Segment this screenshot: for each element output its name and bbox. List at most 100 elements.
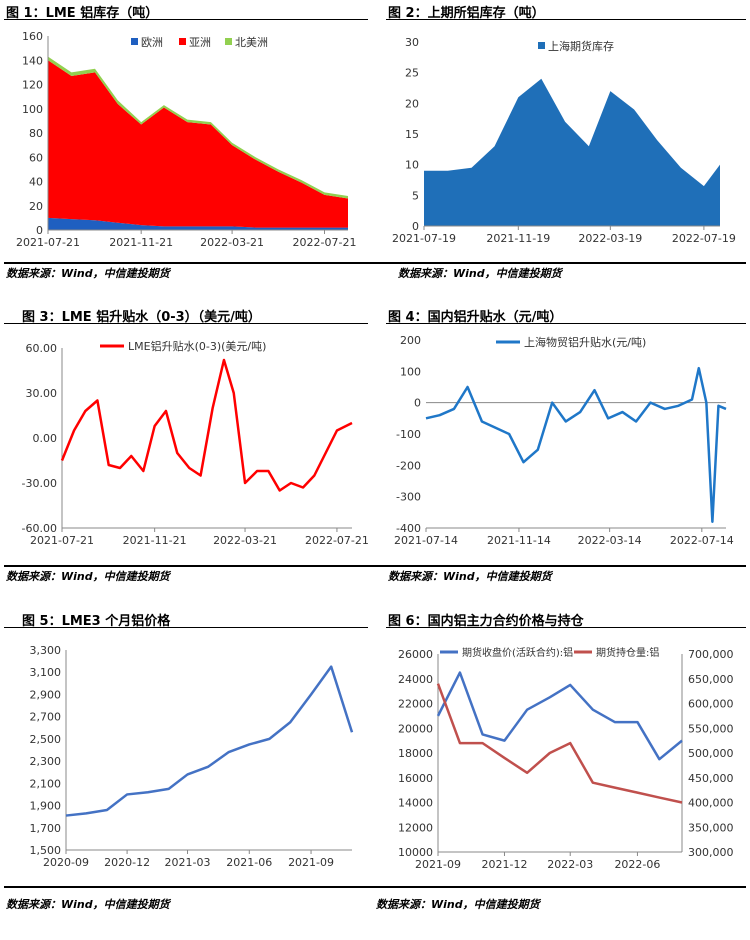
y-tick-label: 40	[29, 176, 43, 189]
x-tick-label: 2021-07-21	[16, 236, 80, 249]
legend-label: 亚洲	[189, 36, 211, 49]
x-tick-label: 2022-03-19	[578, 232, 642, 245]
x-tick-label: 2022-03	[547, 858, 593, 871]
y-tick-label: 2,100	[30, 777, 62, 790]
y2-tick-label: 350,000	[688, 821, 734, 834]
line-series-0	[436, 671, 683, 761]
area-series-0	[424, 78, 720, 226]
fig1-title-rule	[4, 19, 368, 20]
x-tick-label: 2022-07-14	[670, 534, 734, 547]
y-tick-label: -60.00	[22, 522, 57, 535]
y2-tick-label: 300,000	[688, 846, 734, 859]
fig4-title: 图 4：国内铝升贴水（元/吨）	[388, 310, 563, 325]
y-tick-label: 14000	[398, 797, 433, 810]
row1-source-rule	[4, 262, 746, 264]
y-tick-label: 20000	[398, 722, 433, 735]
y2-tick-label: 450,000	[688, 772, 734, 785]
row2-source-rule	[4, 565, 746, 567]
fig3-title: 图 3：LME 铝升贴水（0-3）（美元/吨）	[22, 310, 261, 325]
fig6-source: 数据来源：Wind，中信建投期货	[376, 898, 540, 911]
fig3-source: 数据来源：Wind，中信建投期货	[6, 570, 170, 583]
fig4-title-rule	[386, 323, 746, 324]
x-tick-label: 2021-07-19	[392, 232, 456, 245]
chart-lme-spread: -60.00 -30.00 0.00 30.00 60.00 2021-07-21 2021…	[22, 339, 368, 547]
chart-lme3m-price: 1,500 1,700 1,900 2,100 2,300 2,500 2,700 2,900…	[30, 644, 354, 869]
y-tick-label: 22000	[398, 698, 433, 711]
y-tick-label: 0	[412, 220, 419, 233]
legend-label: 期货持仓量:铝	[596, 646, 659, 659]
y-tick-label: 100	[22, 103, 43, 116]
y2-tick-label: 600,000	[688, 698, 734, 711]
legend-label: LME铝升贴水(0-3)(美元/吨)	[128, 339, 266, 353]
x-tick-label: 2021-09	[415, 858, 461, 871]
x-tick-label: 2022-07-21	[293, 236, 357, 249]
y-tick-label: 20	[405, 97, 419, 110]
y-tick-label: 60.00	[26, 342, 58, 355]
y-tick-label: 26000	[398, 648, 433, 661]
y2-tick-label: 400,000	[688, 797, 734, 810]
x-tick-label: 2022-07-19	[672, 232, 736, 245]
y-tick-label: 0	[36, 224, 43, 237]
legend-swatch	[131, 38, 138, 45]
y-tick-label: 1,900	[30, 800, 62, 813]
fig6-title: 图 6：国内铝主力合约价格与持仓	[388, 614, 584, 629]
x-tick-label: 2022-06	[614, 858, 660, 871]
x-tick-label: 2021-03	[165, 856, 211, 869]
x-tick-label: 2022-07-21	[305, 534, 368, 547]
y-tick-label: 10000	[398, 846, 433, 859]
chart-domestic-spread: -400 -300 -200 -100 0 100 200 2021-07-14 2021-11…	[394, 334, 734, 547]
fig1-source: 数据来源：Wind，中信建投期货	[6, 267, 170, 280]
line-series-0	[425, 366, 727, 523]
line-series-0	[60, 358, 353, 492]
y-tick-label: 5	[412, 189, 419, 202]
y-tick-label: 100	[400, 365, 421, 378]
x-tick-label: 2021-06	[226, 856, 272, 869]
x-tick-label: 2021-07-21	[30, 534, 94, 547]
x-tick-label: 2021-12	[481, 858, 527, 871]
y-tick-label: 60	[29, 151, 43, 164]
y-tick-label: 12000	[398, 821, 433, 834]
x-tick-label: 2021-11-21	[109, 236, 173, 249]
y2-tick-label: 650,000	[688, 673, 734, 686]
legend-swatch	[538, 42, 545, 49]
x-tick-label: 2022-03-21	[213, 534, 277, 547]
y-tick-label: 30.00	[26, 387, 58, 400]
y-tick-label: 30	[405, 36, 419, 49]
y2-tick-label: 550,000	[688, 722, 734, 735]
legend-swatch	[179, 38, 186, 45]
y-tick-label: -200	[396, 459, 421, 472]
y-tick-label: 2,900	[30, 688, 62, 701]
fig5-title: 图 5：LME3 个月铝价格	[22, 614, 171, 629]
x-tick-label: 2022-03-21	[200, 236, 264, 249]
y-tick-label: -100	[396, 428, 421, 441]
y-tick-label: 3,100	[30, 666, 62, 679]
y-tick-label: 2,700	[30, 711, 62, 724]
legend-label: 北美洲	[235, 36, 268, 49]
legend-label: 上海物贸铝升贴水(元/吨)	[524, 335, 646, 349]
legend-swatch	[225, 38, 232, 45]
x-tick-label: 2022-03-14	[578, 534, 642, 547]
chart-domestic-price-oi: 10000 12000 14000 16000 18000 20000 22000 24000…	[398, 646, 734, 871]
y-tick-label: 1,500	[30, 844, 62, 857]
fig2-source: 数据来源：Wind，中信建投期货	[398, 267, 562, 280]
y-tick-label: 140	[22, 54, 43, 67]
area-series-1	[48, 60, 348, 228]
chart-shfe-inventory: 0 5 10 15 20 25 30 2021-07-19 2021-11-19 2022-03-…	[392, 36, 736, 245]
y-tick-label: -30.00	[22, 477, 57, 490]
legend-label: 期货收盘价(活跃合约):铝	[462, 646, 573, 659]
y-tick-label: 160	[22, 30, 43, 43]
y-tick-label: 2,300	[30, 755, 62, 768]
y2-tick-label: 500,000	[688, 747, 734, 760]
y-tick-label: 18000	[398, 747, 433, 760]
x-tick-label: 2020-12	[104, 856, 150, 869]
fig6-title-rule	[386, 627, 746, 628]
y-tick-label: 1,700	[30, 822, 62, 835]
row3-source-rule	[4, 886, 746, 888]
line-series-1	[436, 683, 683, 804]
x-tick-label: 2021-11-19	[486, 232, 550, 245]
fig5-source: 数据来源：Wind，中信建投期货	[6, 898, 170, 911]
y-tick-label: 2,500	[30, 733, 62, 746]
y-tick-label: 0.00	[33, 432, 58, 445]
x-tick-label: 2021-07-14	[394, 534, 458, 547]
y-tick-label: 10	[405, 159, 419, 172]
